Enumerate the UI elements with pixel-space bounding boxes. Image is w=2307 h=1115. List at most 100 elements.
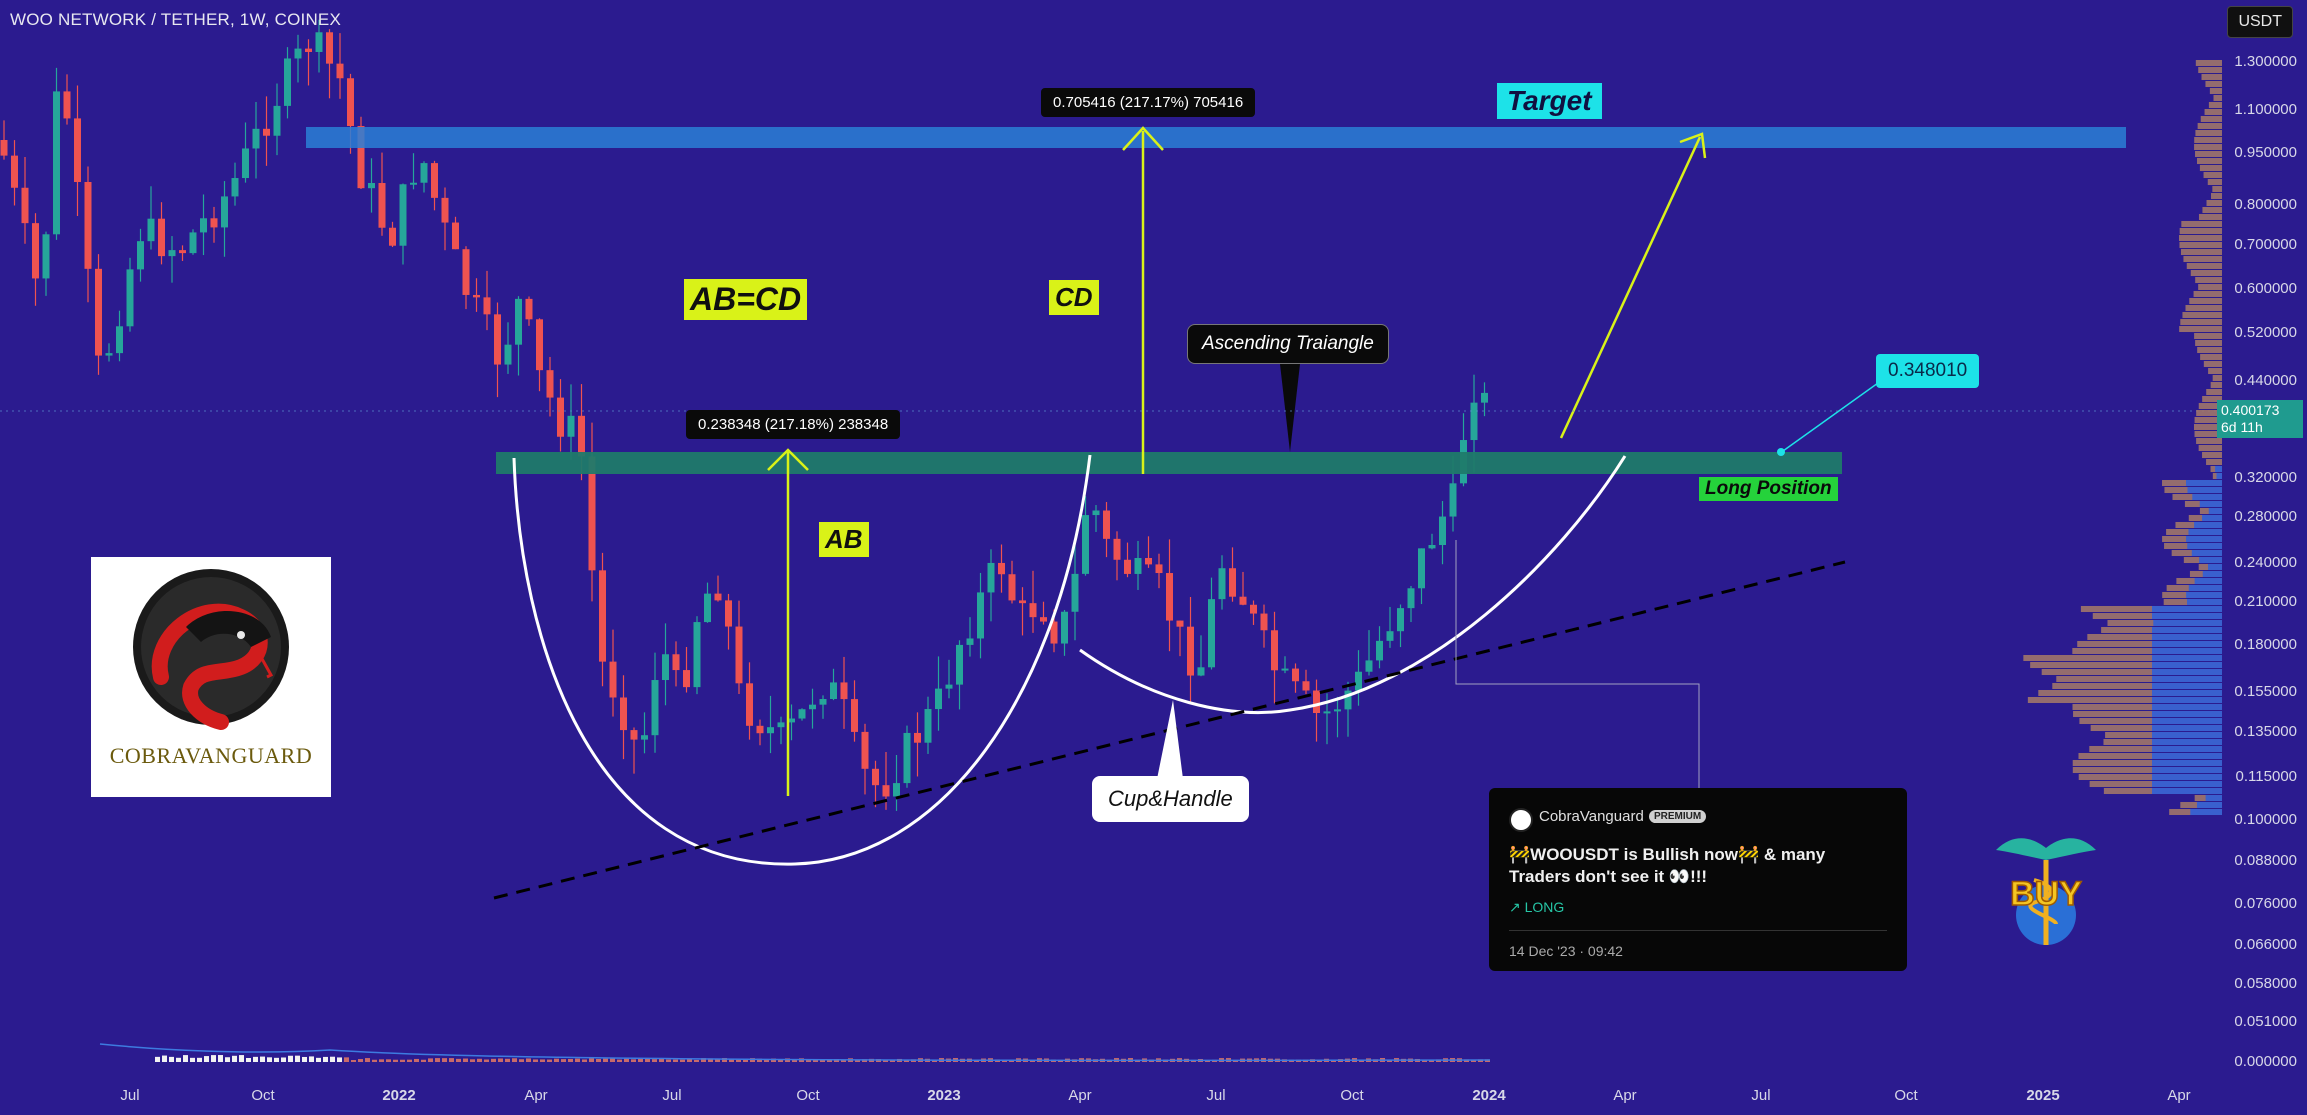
idea-connector (1456, 540, 1699, 788)
candle-body (1177, 621, 1184, 627)
candle-body (274, 106, 281, 136)
price-tick: 0.066000 (2234, 936, 2297, 953)
buy-icon: BUY (1986, 820, 2106, 950)
candle-body (799, 709, 806, 718)
price-tick: 0.210000 (2234, 593, 2297, 610)
measure-ab-label[interactable]: 0.238348 (217.18%) 238348 (686, 410, 900, 439)
candle-body (1187, 627, 1194, 676)
time-tick: Jul (662, 1087, 681, 1104)
time-tick: Apr (1613, 1087, 1636, 1104)
ascending-triangle-callout[interactable]: Ascending Traiangle (1187, 324, 1389, 364)
candle-body (662, 654, 669, 680)
price-label-dot (1777, 448, 1785, 456)
candle-body (526, 299, 533, 319)
candle-body (158, 219, 165, 256)
oscillator-bar (358, 1059, 363, 1062)
candle-body (620, 697, 627, 730)
price-tick: 0.800000 (2234, 196, 2297, 213)
candle-body (757, 726, 764, 733)
time-tick: Oct (1340, 1087, 1363, 1104)
candle-body (1208, 599, 1215, 667)
price-axis[interactable]: 1.300000 1.100000 0.950000 0.800000 0.700000… (2219, 0, 2307, 1115)
ascending-pointer (1280, 364, 1300, 452)
candle-body (988, 563, 995, 592)
candle-body (53, 91, 60, 234)
price-tick: 0.520000 (2234, 324, 2297, 341)
long-position-label[interactable]: Long Position (1699, 477, 1838, 501)
candle-body (935, 689, 942, 709)
target-label[interactable]: Target (1497, 83, 1602, 119)
cup-handle-callout[interactable]: Cup&Handle (1092, 776, 1249, 822)
candle-body (946, 685, 953, 689)
candle-body (347, 78, 354, 126)
oscillator-bar (575, 1059, 580, 1062)
candle-body (1387, 631, 1394, 641)
candle-body (253, 129, 260, 149)
candle-body (11, 156, 18, 188)
candle-body (1040, 617, 1047, 621)
logo-text: COBRAVANGUARD (91, 743, 331, 769)
oscillator-bar (372, 1060, 377, 1062)
candle-body (326, 32, 333, 63)
candle-body (778, 722, 785, 727)
candle-body (1334, 709, 1341, 711)
currency-button[interactable]: USDT (2227, 6, 2293, 38)
measure-cd-label[interactable]: 0.705416 (217.17%) 705416 (1041, 88, 1255, 117)
volume-profile-bar (2152, 669, 2222, 675)
oscillator-bar (379, 1059, 384, 1062)
ab-label[interactable]: AB (819, 522, 869, 557)
oscillator-bar (281, 1057, 286, 1062)
oscillator-bar (498, 1058, 503, 1062)
candle-body (1219, 568, 1226, 599)
candle-body (1030, 603, 1037, 617)
volume-profile-bar (2195, 578, 2222, 584)
time-tick: 2024 (1472, 1087, 1505, 1104)
symbol-title: WOO NETWORK / TETHER, 1W, COINEX (10, 10, 341, 30)
oscillator-bar (589, 1058, 594, 1062)
author-name[interactable]: CobraVanguard (1539, 808, 1644, 825)
candle-body (169, 250, 176, 256)
candle-body (305, 49, 312, 52)
oscillator-bar (407, 1060, 412, 1062)
time-tick: Apr (1068, 1087, 1091, 1104)
candle-body (431, 163, 438, 198)
oscillator-bar (603, 1059, 608, 1062)
price-tick: 0.700000 (2234, 236, 2297, 253)
candle-body (694, 622, 701, 687)
price-callout[interactable]: 0.348010 (1876, 354, 1979, 388)
price-tick: 0.000000 (2234, 1053, 2297, 1070)
idea-direction: ↗ LONG (1509, 899, 1564, 916)
volume-profile-bar (2187, 543, 2222, 549)
time-tick: 2022 (382, 1087, 415, 1104)
target-zone[interactable] (306, 127, 2126, 148)
last-price-value: 0.400173 (2221, 402, 2299, 419)
candle-body (1093, 511, 1100, 516)
cd-label[interactable]: CD (1049, 280, 1099, 315)
volume-profile-bar (2152, 613, 2222, 619)
oscillator-bar (736, 1060, 741, 1062)
candle-body (1198, 667, 1205, 675)
idea-card[interactable]: CobraVanguard PREMIUM 🚧WOOUSDT is Bullis… (1489, 788, 1907, 971)
volume-profile-bar (2179, 235, 2222, 241)
oscillator-bar (547, 1060, 552, 1062)
oscillator-bar (225, 1057, 230, 1062)
candle-body (820, 699, 827, 705)
candle-body (1, 140, 8, 156)
candle-body (200, 218, 207, 232)
candle-body (1124, 560, 1131, 574)
candle-body (1429, 545, 1436, 548)
volume-profile-bar (2152, 697, 2222, 703)
time-tick: Oct (251, 1087, 274, 1104)
oscillator-bar (617, 1060, 622, 1062)
candle-body (452, 223, 459, 250)
oscillator-bar (337, 1057, 342, 1062)
abcd-label[interactable]: AB=CD (684, 279, 807, 320)
price-tick: 0.115000 (2236, 768, 2297, 785)
support-zone[interactable] (496, 452, 1842, 474)
price-tick: 0.135000 (2234, 723, 2297, 740)
oscillator-bar (421, 1060, 426, 1062)
author-avatar[interactable] (1509, 808, 1533, 832)
candle-body (190, 232, 197, 253)
